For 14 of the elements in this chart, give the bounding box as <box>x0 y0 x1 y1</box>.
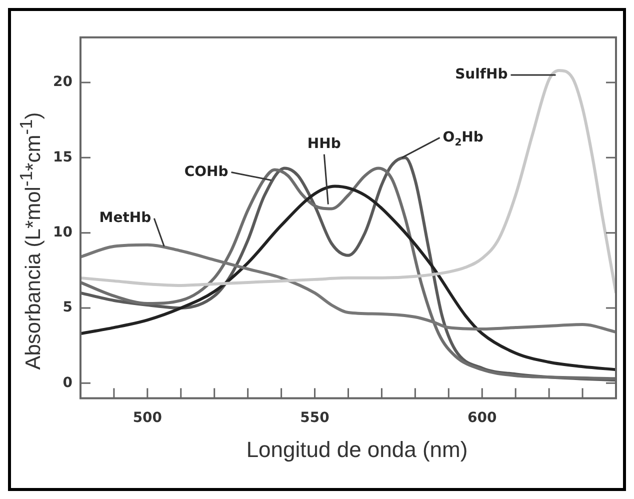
annotation: SulfHb <box>455 66 508 83</box>
x-tick-label: 500 <box>132 410 162 426</box>
line-series <box>80 68 616 294</box>
x-tick-label: 600 <box>468 410 497 426</box>
y-tick-label: 0 <box>62 374 73 391</box>
x-tick-label: 550 <box>300 410 330 426</box>
annotation: MetHb <box>99 210 152 226</box>
x-axis-title: Longitud de onda (nm) <box>245 437 469 463</box>
annotation: HHb <box>307 136 341 152</box>
annotation: COHb <box>184 164 228 180</box>
y-tick-label: 5 <box>62 300 72 316</box>
y-tick-label: 15 <box>53 149 72 166</box>
y-tick-label: 10 <box>53 224 73 240</box>
y-tick-label: 20 <box>53 74 73 90</box>
